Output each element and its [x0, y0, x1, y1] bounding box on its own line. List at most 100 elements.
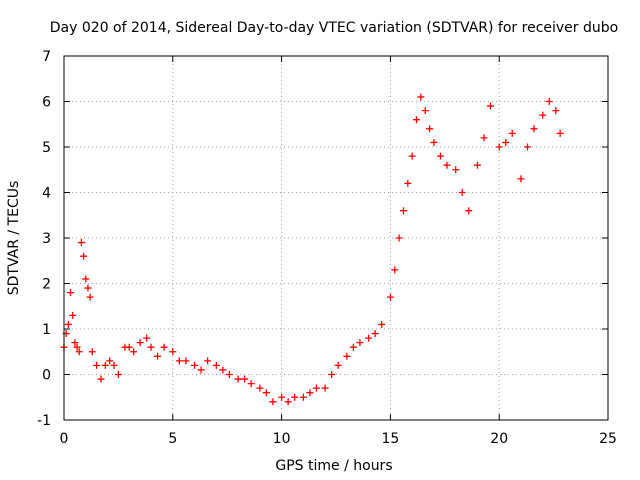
data-point: [278, 393, 286, 401]
data-point: [269, 398, 277, 406]
data-point: [321, 384, 329, 392]
data-point: [473, 161, 481, 169]
data-point: [241, 375, 249, 383]
y-tick-label: 3: [42, 231, 51, 247]
data-point: [386, 293, 394, 301]
data-point: [182, 357, 190, 365]
data-point: [88, 348, 96, 356]
data-point: [175, 357, 183, 365]
data-point: [443, 161, 451, 169]
data-point: [97, 375, 105, 383]
y-axis-tick-labels: -1 0 1 2 3 4 5 6 7: [37, 49, 51, 429]
data-point: [86, 293, 94, 301]
y-tick-label: 7: [42, 49, 51, 65]
y-axis-label: SDTVAR / TECUs: [6, 181, 22, 296]
data-point: [334, 361, 342, 369]
data-point: [523, 143, 531, 151]
data-point: [93, 361, 101, 369]
data-point: [486, 102, 494, 110]
y-tick-label: 4: [42, 186, 51, 202]
y-tick-label: -1: [37, 413, 51, 429]
data-point: [343, 352, 351, 360]
data-point: [430, 138, 438, 146]
data-point: [114, 371, 122, 378]
data-point: [84, 284, 92, 292]
y-tick-label: 1: [42, 322, 51, 338]
data-point: [106, 357, 114, 365]
data-point: [356, 339, 364, 347]
data-point: [413, 116, 421, 124]
data-point: [197, 366, 205, 374]
data-point: [508, 129, 516, 137]
data-point: [545, 98, 553, 105]
data-point: [147, 343, 155, 351]
data-point: [204, 357, 212, 365]
data-point: [552, 107, 560, 115]
data-point: [77, 239, 85, 247]
data-point: [404, 179, 412, 187]
data-point: [421, 107, 429, 115]
data-point: [436, 152, 444, 160]
data-point: [391, 266, 399, 274]
x-tick-label: 15: [381, 431, 399, 447]
x-axis-label: GPS time / hours: [275, 458, 392, 474]
grid: [64, 56, 608, 420]
data-point: [71, 339, 79, 347]
data-point: [247, 380, 255, 388]
data-point: [67, 289, 75, 297]
data-point: [417, 93, 425, 101]
data-point: [556, 129, 564, 137]
data-point: [502, 138, 510, 146]
x-tick-label: 5: [168, 431, 177, 447]
data-point: [371, 330, 379, 338]
chart-title: Day 020 of 2014, Sidereal Day-to-day VTE…: [50, 20, 618, 36]
data-point: [256, 384, 264, 392]
data-point: [130, 348, 138, 356]
x-tick-label: 25: [599, 431, 617, 447]
series-sdtvar: [60, 93, 564, 406]
y-tick-label: 6: [42, 95, 51, 111]
data-point: [480, 134, 488, 142]
data-point: [212, 361, 220, 369]
data-point: [539, 111, 547, 119]
data-point: [284, 398, 292, 406]
y-tick-label: 0: [42, 368, 51, 384]
data-point: [169, 348, 177, 356]
data-point: [225, 371, 233, 378]
data-point: [143, 334, 151, 342]
data-point: [517, 175, 525, 183]
data-point: [154, 352, 162, 360]
data-point: [160, 343, 168, 351]
data-point: [82, 275, 90, 283]
x-tick-label: 20: [490, 431, 508, 447]
data-point: [299, 393, 307, 401]
x-axis-tick-labels: 0 5 10 15 20 25: [60, 431, 617, 447]
data-point: [530, 125, 538, 133]
data-point: [399, 207, 407, 215]
data-point: [349, 343, 357, 351]
data-point: [365, 334, 373, 342]
data-point: [80, 252, 88, 260]
data-point: [219, 366, 227, 374]
data-point: [110, 361, 118, 369]
data-point: [291, 393, 299, 401]
data-point: [426, 125, 434, 133]
data-point: [452, 166, 460, 174]
y-tick-label: 2: [42, 277, 51, 293]
x-tick-label: 0: [60, 431, 69, 447]
data-point: [395, 234, 403, 242]
data-point: [234, 375, 242, 383]
y-tick-label: 5: [42, 140, 51, 156]
data-point: [306, 389, 314, 397]
data-point: [191, 361, 199, 369]
data-point: [125, 343, 133, 351]
data-point: [64, 320, 72, 328]
data-point: [69, 311, 77, 319]
data-point: [458, 189, 466, 196]
data-point: [495, 143, 503, 151]
data-point: [465, 207, 473, 215]
data-point: [262, 389, 270, 397]
axis-ticks: [63, 55, 609, 421]
data-point: [73, 343, 81, 351]
